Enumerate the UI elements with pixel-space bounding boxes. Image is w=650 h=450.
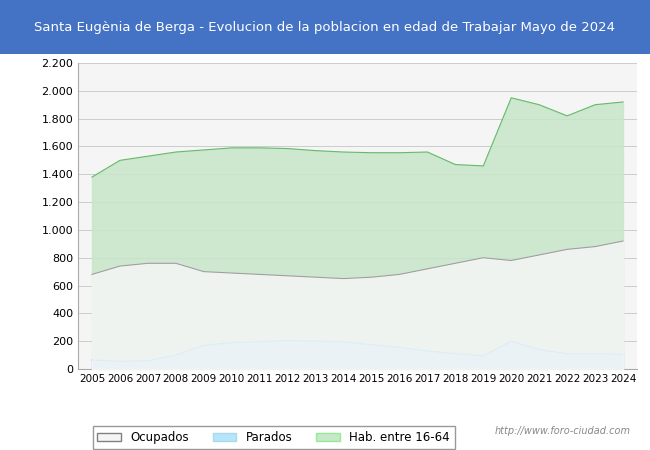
Text: Santa Eugènia de Berga - Evolucion de la poblacion en edad de Trabajar Mayo de 2: Santa Eugènia de Berga - Evolucion de la… — [34, 21, 616, 33]
Legend: Ocupados, Parados, Hab. entre 16-64: Ocupados, Parados, Hab. entre 16-64 — [93, 426, 454, 449]
Text: http://www.foro-ciudad.com: http://www.foro-ciudad.com — [495, 427, 630, 436]
